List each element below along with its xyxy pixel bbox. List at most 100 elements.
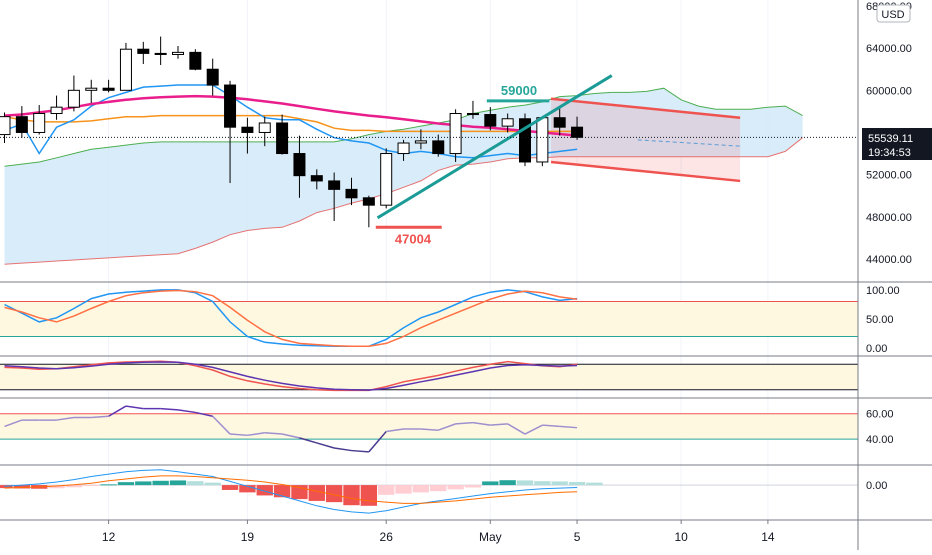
candle[interactable] — [224, 80, 237, 184]
candle[interactable] — [85, 79, 98, 103]
candle-body[interactable] — [137, 48, 150, 54]
candle[interactable] — [67, 75, 80, 112]
candle[interactable] — [449, 109, 462, 162]
last-price-label: 55539.11 — [868, 133, 913, 145]
candle-body[interactable] — [67, 89, 80, 108]
candle-body[interactable] — [85, 87, 98, 91]
candle-body[interactable] — [414, 140, 427, 144]
candle[interactable] — [466, 100, 479, 119]
candle[interactable] — [328, 172, 341, 221]
candle-body[interactable] — [345, 188, 358, 199]
candle[interactable] — [189, 49, 202, 71]
candle-body[interactable] — [224, 84, 237, 128]
rsi-segment — [490, 423, 508, 426]
candle[interactable] — [154, 36, 167, 66]
candle-body[interactable] — [466, 112, 479, 116]
candle-body[interactable] — [519, 118, 531, 163]
macd-histogram-bar — [169, 480, 187, 486]
candle[interactable] — [172, 46, 184, 59]
candle-body[interactable] — [397, 142, 410, 155]
candle-body[interactable] — [310, 175, 323, 182]
candle-body[interactable] — [258, 122, 271, 133]
rsi-segment — [160, 407, 179, 411]
candle-body[interactable] — [380, 153, 393, 206]
candle-body[interactable] — [293, 153, 306, 177]
ma-pink-line — [4, 94, 578, 137]
candle[interactable] — [276, 114, 289, 155]
macd-histogram-bar — [308, 485, 325, 501]
oscillator-1-pane[interactable] — [0, 289, 858, 348]
oscillator-tick-label: 0.00 — [866, 343, 887, 355]
candle[interactable] — [553, 106, 566, 136]
candle[interactable] — [137, 41, 150, 64]
candle-body[interactable] — [50, 106, 63, 114]
x-tick-label: 19 — [241, 530, 255, 544]
candle[interactable] — [571, 116, 584, 140]
candle-body[interactable] — [15, 116, 28, 133]
rsi-segment — [524, 424, 543, 435]
currency-button-frame[interactable] — [876, 4, 911, 23]
candle[interactable] — [432, 134, 445, 157]
rsi-pane[interactable] — [0, 405, 858, 453]
candle-body[interactable] — [484, 114, 497, 127]
candle[interactable] — [15, 106, 28, 138]
candle[interactable] — [536, 116, 549, 167]
candle[interactable] — [310, 169, 323, 190]
rsi-segment — [108, 405, 127, 417]
candle-body[interactable] — [172, 51, 184, 55]
macd-pane[interactable] — [0, 469, 858, 514]
candle-body[interactable] — [276, 122, 289, 155]
candle[interactable] — [414, 129, 427, 150]
candle[interactable] — [33, 105, 46, 135]
candle[interactable] — [293, 135, 306, 198]
currency-label[interactable]: USD — [881, 9, 904, 21]
candle[interactable] — [241, 117, 254, 154]
candle-body[interactable] — [571, 126, 584, 138]
last-price-badge-bg — [862, 128, 932, 160]
candle[interactable] — [345, 177, 358, 206]
candle[interactable] — [484, 107, 497, 131]
candle-body[interactable] — [553, 117, 566, 128]
rsi-segment — [299, 437, 318, 444]
macd-line — [4, 469, 578, 514]
candle-body[interactable] — [362, 197, 375, 206]
candle[interactable] — [206, 58, 219, 96]
candle[interactable] — [50, 95, 63, 120]
rising-trendline[interactable] — [376, 74, 613, 220]
candle-body[interactable] — [241, 126, 254, 133]
projection-line — [637, 139, 741, 147]
candle-body[interactable] — [328, 180, 341, 190]
candle-body[interactable] — [206, 68, 219, 86]
oscillator-2-pane[interactable] — [0, 360, 858, 392]
candle[interactable] — [362, 195, 375, 228]
candle[interactable] — [119, 42, 132, 91]
candle-body[interactable] — [0, 116, 11, 136]
rsi-segment — [368, 431, 387, 453]
candle-body[interactable] — [102, 87, 115, 91]
candle[interactable] — [102, 79, 115, 93]
last-price-badge: 55539.11 19:34:53 — [862, 128, 932, 160]
candle-body[interactable] — [449, 112, 462, 155]
candle-body[interactable] — [536, 117, 549, 163]
candle[interactable] — [501, 113, 514, 133]
price-pane[interactable] — [0, 36, 858, 265]
candle-body[interactable] — [33, 112, 46, 133]
candle[interactable] — [380, 148, 393, 209]
rsi-tick-label: 40.00 — [866, 434, 894, 446]
candle[interactable] — [519, 113, 531, 167]
candle[interactable] — [0, 112, 11, 143]
candle-body[interactable] — [119, 48, 132, 91]
candle[interactable] — [258, 116, 271, 147]
rsi-segment — [56, 416, 75, 421]
macd-histogram-bar — [100, 484, 117, 486]
candle-body[interactable] — [189, 51, 202, 70]
macd-histogram-bar — [135, 481, 152, 486]
candle-body[interactable] — [501, 118, 514, 127]
candle[interactable] — [397, 139, 410, 161]
candle-body[interactable] — [154, 52, 167, 55]
currency-button[interactable]: USD — [876, 4, 911, 23]
cloud-lower-line — [4, 137, 803, 265]
candle-body[interactable] — [432, 140, 445, 155]
